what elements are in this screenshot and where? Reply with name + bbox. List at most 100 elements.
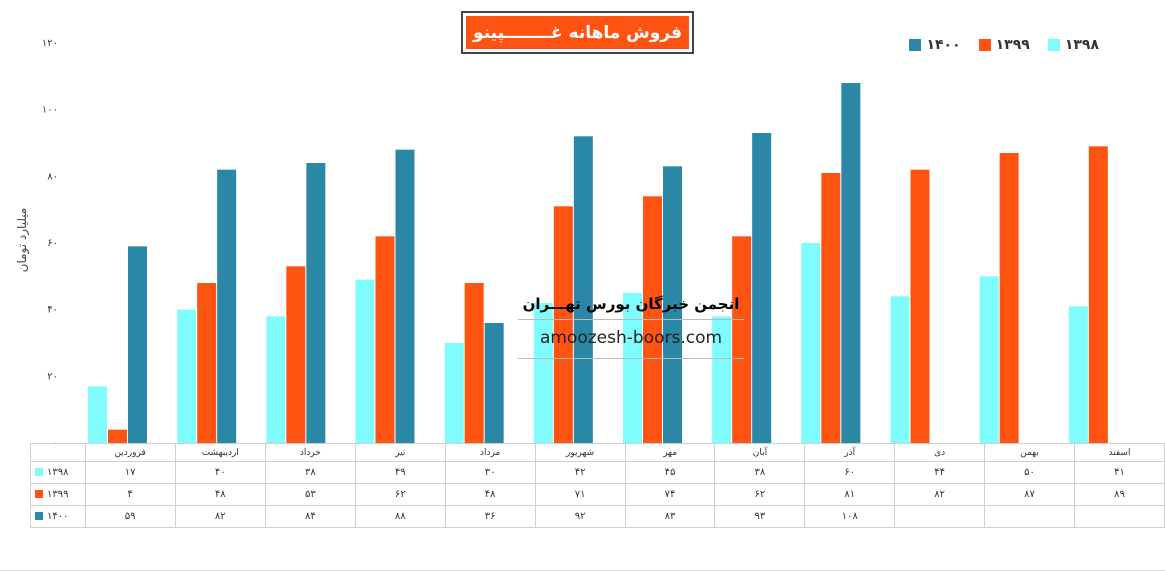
table-row: ۱۳۹۸ ۱۷ ۴۰ ۳۸ ۴۹ ۳۰ ۴۲ ۴۵ ۳۸ ۶۰ ۴۴ ۵۰ ۴۱ (30, 461, 1165, 484)
table-cell (894, 505, 985, 528)
watermark-title: انجمن خبرگان بورس تهـــران (518, 295, 744, 320)
bar-series-2-9 (821, 173, 841, 443)
x-category-label: اردیبهشت (174, 443, 266, 462)
bar-series-3-8 (752, 133, 772, 443)
y-tick-label: ۱۰۰ (42, 105, 58, 116)
x-category-label: اسفند (1073, 443, 1165, 462)
bar-series-1-8 (712, 316, 732, 443)
bar-series-1-11 (979, 276, 999, 443)
y-axis-title: میلیارد تومان (15, 207, 29, 273)
bar-series-1-6 (533, 303, 553, 443)
table-cell: ۹۲ (534, 505, 626, 528)
series-name: ۱۴۰۰ (47, 511, 69, 522)
table-cell: ۵۳ (264, 483, 356, 506)
table-cell: ۸۴ (264, 505, 356, 528)
x-category-label: بهمن (984, 443, 1075, 462)
bar-series-1-5 (444, 343, 464, 443)
table-cell: ۴۸ (444, 483, 536, 506)
bar-series-1-4 (355, 279, 375, 443)
table-cell: ۷۴ (624, 483, 716, 506)
table-cell: ۶۲ (714, 483, 806, 506)
legend-label: ۱۳۹۹ (995, 37, 1030, 53)
table-cell: ۸۸ (354, 505, 446, 528)
table-series-label: ۱۴۰۰ (30, 505, 86, 528)
bar-series-2-6 (553, 206, 573, 443)
table-cell: ۳۶ (444, 505, 536, 528)
x-category-label: دی (894, 443, 985, 462)
legend-item-3: ۱۴۰۰ (909, 37, 961, 53)
bar-series-1-3 (266, 316, 286, 443)
table-cell: ۴ (84, 483, 176, 506)
bar-series-1-2 (177, 309, 197, 443)
watermark: انجمن خبرگان بورس تهـــران amoozesh-boor… (518, 295, 744, 359)
x-category-label: شهریور (534, 443, 626, 462)
x-category-label: آذر (804, 443, 896, 462)
bar-series-2-8 (732, 236, 752, 443)
table-cell: ۸۱ (804, 483, 896, 506)
x-category-label: مرداد (444, 443, 536, 462)
series-swatch (35, 468, 43, 476)
legend-label: ۱۴۰۰ (926, 37, 961, 53)
table-cell: ۴۸ (174, 483, 266, 506)
bar-series-2-2 (197, 283, 217, 443)
table-cell: ۴۹ (354, 461, 446, 484)
series-name: ۱۳۹۸ (47, 467, 69, 478)
bar-series-2-4 (375, 236, 395, 443)
table-cell: ۸۳ (624, 505, 716, 528)
table-cell: ۵۹ (84, 505, 176, 528)
table-row: ۱۴۰۰ ۵۹ ۸۲ ۸۴ ۸۸ ۳۶ ۹۲ ۸۳ ۹۳ ۱۰۸ (30, 505, 1165, 528)
bar-series-3-6 (573, 136, 593, 444)
y-tick-label: ۱۲۰ (42, 38, 58, 49)
x-category-label: فروردین (84, 443, 176, 462)
table-cell: ۹۳ (714, 505, 806, 528)
bar-series-3-4 (395, 149, 415, 443)
table-cell: ۸۲ (174, 505, 266, 528)
series-swatch (35, 512, 43, 520)
table-cell: ۶۰ (804, 461, 896, 484)
bar-series-2-11 (999, 153, 1019, 443)
table-cell: ۸۷ (984, 483, 1075, 506)
bottom-divider (0, 570, 1165, 571)
table-cell: ۳۸ (714, 461, 806, 484)
x-category-label: آبان (714, 443, 806, 462)
table-cell: ۸۲ (894, 483, 985, 506)
legend-swatch (978, 39, 991, 51)
y-tick-label: ۸۰ (47, 171, 58, 182)
series-name: ۱۳۹۹ (47, 489, 69, 500)
bar-series-3-5 (484, 323, 504, 443)
table-cell: ۸۹ (1073, 483, 1165, 506)
legend-item-1: ۱۳۹۸ (1047, 37, 1099, 53)
chart-title-box: فروش ماهانه غــــــــپینو (461, 11, 694, 54)
table-cell: ۳۸ (264, 461, 356, 484)
table-cell: ۱۰۸ (804, 505, 896, 528)
chart-title: فروش ماهانه غــــــــپینو (466, 16, 689, 49)
data-table: فروردین اردیبهشت خرداد تیر مرداد شهریور مهر آبا… (30, 443, 1165, 528)
table-cell: ۵۰ (984, 461, 1075, 484)
table-cell (984, 505, 1075, 528)
bar-series-1-10 (890, 296, 910, 443)
bar-series-2-5 (464, 283, 484, 443)
bar-series-3-1 (128, 246, 147, 443)
legend-swatch (1047, 39, 1060, 51)
table-cell: ۷۱ (534, 483, 626, 506)
bar-series-1-9 (801, 243, 821, 443)
table-cell: ۴۲ (534, 461, 626, 484)
bar-series-3-9 (841, 83, 861, 443)
bar-series-2-10 (910, 169, 930, 443)
bar-series-2-1 (108, 429, 127, 443)
bar-series-1-7 (623, 293, 642, 443)
table-row: ۱۳۹۹ ۴ ۴۸ ۵۳ ۶۲ ۴۸ ۷۱ ۷۴ ۶۲ ۸۱ ۸۲ ۸۷ ۸۹ (30, 483, 1165, 506)
table-cell: ۳۰ (444, 461, 536, 484)
series-swatch (35, 490, 43, 498)
table-cell: ۴۵ (624, 461, 716, 484)
table-cell: ۶۲ (354, 483, 446, 506)
y-tick-label: ۶۰ (47, 238, 58, 249)
x-category-label: مهر (624, 443, 716, 462)
bar-series-1-1 (88, 386, 107, 443)
bar-series-2-12 (1088, 146, 1108, 444)
x-category-label: تیر (354, 443, 446, 462)
bar-series-3-7 (663, 166, 682, 444)
bar-series-1-12 (1068, 306, 1088, 443)
bar-series-3-2 (217, 169, 237, 443)
